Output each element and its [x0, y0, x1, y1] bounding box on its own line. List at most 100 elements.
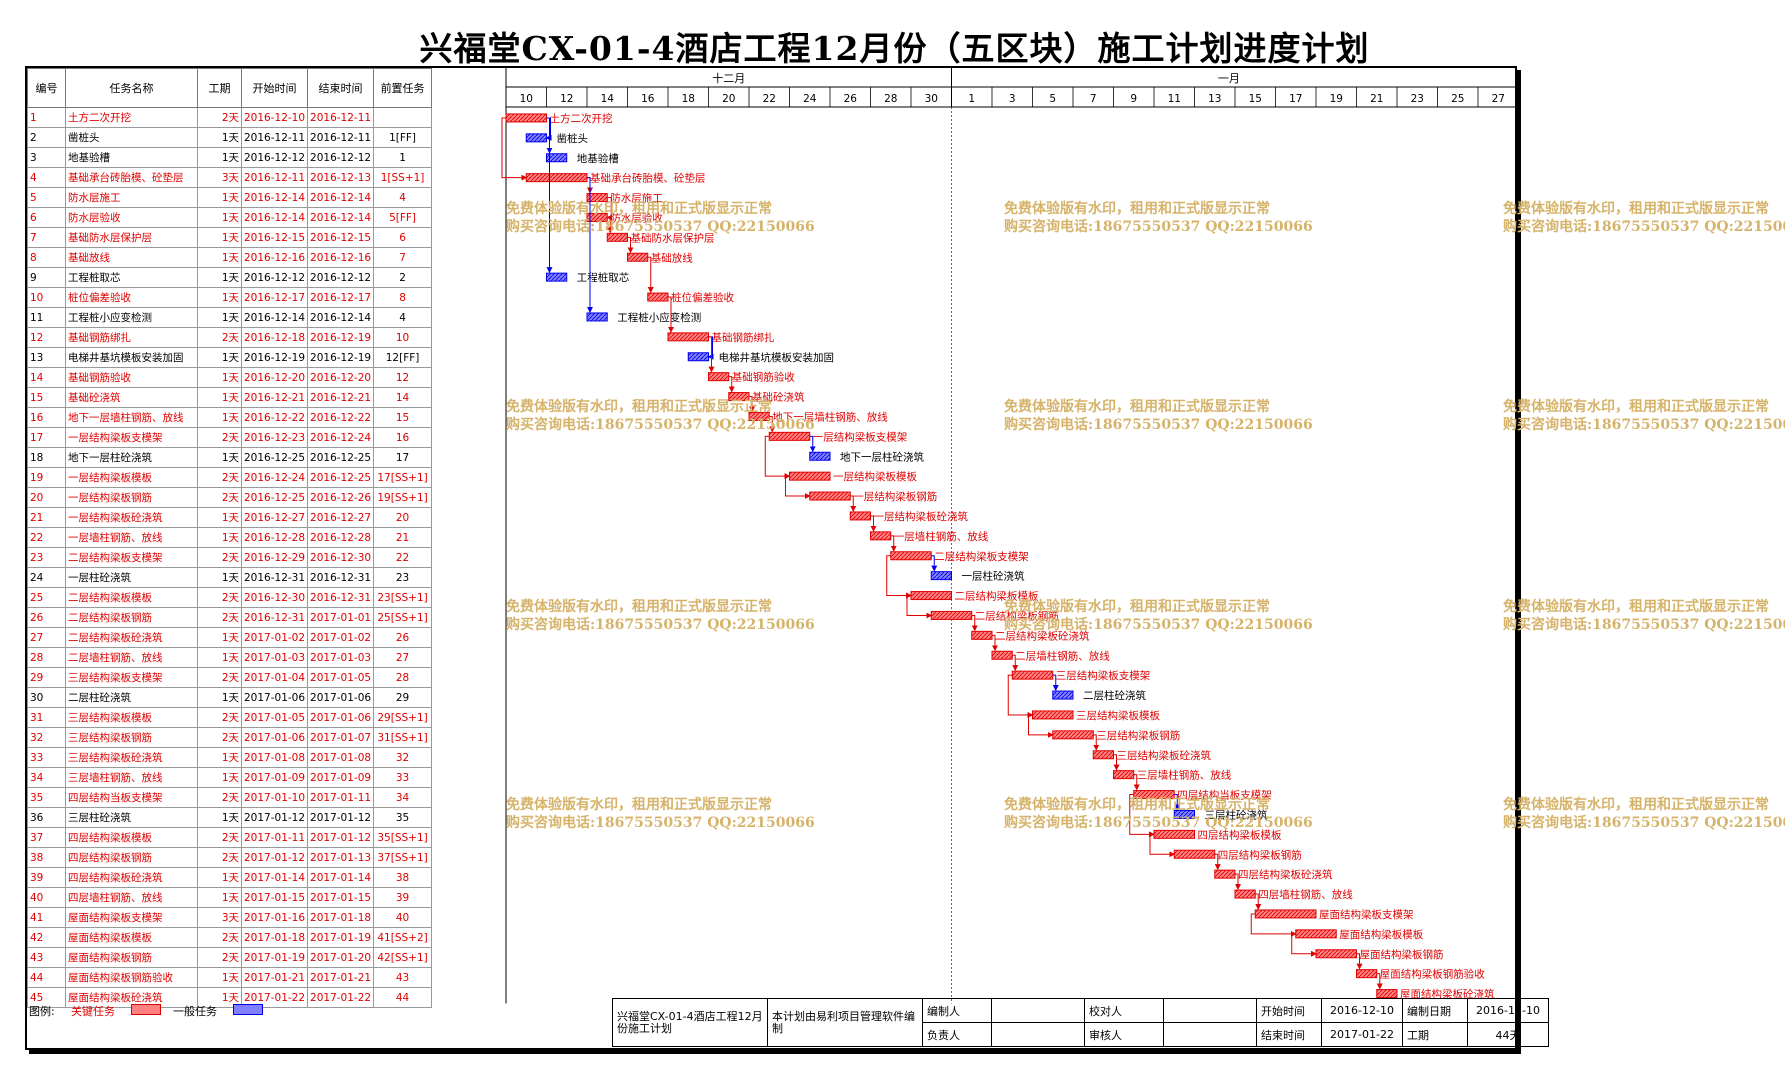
table-row: 38 四层结构梁板钢筋 2天 2017-01-12 2017-01-13 37[SS+1] — [27, 847, 433, 868]
cell-name: 基础防水层保护层 — [65, 227, 198, 248]
gantt-bar-label: 四层结构梁板砼浇筑 — [1238, 868, 1333, 881]
dependency-connector — [749, 396, 755, 413]
gantt-bar-label: 基础钢筋绑扎 — [712, 331, 775, 344]
gantt-bar — [586, 312, 608, 322]
footer-end-label: 结束时间 — [1256, 1022, 1322, 1047]
cell-start: 2016-12-11 — [240, 127, 309, 148]
dependency-connector — [1255, 893, 1262, 910]
gantt-bar-label: 一层结构梁板模板 — [833, 470, 917, 483]
cell-name: 基础承台砖胎模、砼垫层 — [65, 167, 198, 188]
legend-normal-label: 一般任务 — [173, 1005, 217, 1018]
cell-pred: 39 — [373, 887, 433, 908]
cell-end: 2017-01-22 — [307, 987, 375, 1008]
footer-compiler-value — [991, 998, 1085, 1023]
day-tick-label: 17 — [1289, 93, 1302, 105]
dependency-connector — [890, 535, 897, 552]
cell-pred: 44 — [373, 987, 433, 1008]
cell-id: 36 — [27, 807, 66, 828]
cell-start: 2016-12-29 — [240, 547, 309, 568]
cell-duration: 1天 — [197, 987, 242, 1008]
day-tick-label: 9 — [1130, 93, 1137, 105]
cell-pred: 35[SS+1] — [373, 827, 433, 848]
gantt-bar-label: 基础砼浇筑 — [752, 391, 805, 404]
footer-reviewer-value — [1163, 1022, 1257, 1047]
gantt-bar — [525, 173, 588, 183]
day-tick-label: 15 — [1249, 93, 1262, 105]
gantt-bar-label: 一层结构梁板钢筋 — [853, 490, 937, 503]
cell-pred: 40 — [373, 907, 433, 928]
footer-responsible-value — [991, 1022, 1085, 1047]
dependency-connector — [1052, 674, 1059, 692]
day-tick-label: 22 — [763, 93, 776, 105]
cell-end: 2017-01-06 — [307, 687, 375, 708]
dependency-connector — [1376, 973, 1383, 990]
watermark-text: 免费体验版有水印，租用和正式版显示正常 购买咨询电话:18675550537 QQ… — [1503, 598, 1785, 634]
gantt-bar-label: 三层结构梁板钢筋 — [1096, 729, 1180, 742]
gantt-bar — [1356, 969, 1378, 979]
day-tick-label: 24 — [803, 93, 817, 105]
cell-id: 43 — [27, 947, 66, 968]
cell-end: 2016-12-21 — [307, 387, 375, 408]
cell-id: 42 — [27, 927, 66, 948]
gantt-bar-label: 屋面结构梁板支模架 — [1319, 908, 1414, 921]
legend-label: 图例: — [29, 1005, 55, 1018]
table-row: 16 地下一层墙柱钢筋、放线 1天 2016-12-22 2016-12-22 15 — [27, 407, 433, 428]
gantt-bar — [1032, 710, 1074, 720]
gantt-bar — [809, 451, 831, 461]
cell-pred: 29 — [373, 687, 433, 708]
dependency-connector — [647, 256, 654, 294]
gantt-bar-label: 地下一层柱砼浇筑 — [840, 450, 924, 463]
cell-end: 2017-01-07 — [307, 727, 375, 748]
cell-start: 2017-01-05 — [240, 707, 309, 728]
table-row: 18 地下一层柱砼浇筑 1天 2016-12-25 2016-12-25 17 — [27, 447, 433, 468]
cell-pred: 15 — [373, 407, 433, 428]
watermark-line2: 购买咨询电话:18675550537 QQ:22150066 — [506, 417, 815, 433]
gantt-bar-label: 一层柱砼浇筑 — [962, 570, 1025, 583]
gantt-bar-label: 屋面结构梁板模板 — [1339, 928, 1423, 941]
table-row: 42 屋面结构梁板模板 2天 2017-01-18 2017-01-19 41[SS+2] — [27, 927, 433, 948]
day-tick-label: 3 — [1009, 93, 1016, 105]
cell-start: 2016-12-30 — [240, 587, 309, 608]
gantt-bar — [1113, 770, 1135, 780]
header-start: 开始时间 — [240, 68, 309, 108]
cell-start: 2016-12-27 — [240, 507, 309, 528]
dependency-connector — [708, 336, 715, 373]
cell-start: 2016-12-10 — [240, 107, 309, 128]
cell-start: 2017-01-11 — [240, 827, 309, 848]
cell-start: 2017-01-22 — [240, 987, 309, 1008]
footer-responsible-label: 负责人 — [922, 1022, 992, 1047]
day-tick-label: 11 — [1168, 93, 1181, 105]
watermark-line1: 免费体验版有水印，租用和正式版显示正常 — [506, 599, 772, 615]
day-tick-label: 28 — [884, 93, 897, 105]
footer-end-value: 2017-01-22 — [1321, 1022, 1403, 1047]
gantt-bar-label: 凿桩头 — [557, 132, 589, 145]
table-row: 23 二层结构梁板支模架 2天 2016-12-29 2016-12-30 22 — [27, 547, 433, 568]
dependency-connector — [764, 435, 791, 480]
cell-end: 2016-12-12 — [307, 267, 375, 288]
cell-name: 地基验槽 — [65, 147, 198, 168]
gantt-bar-label: 土方二次开挖 — [550, 112, 613, 125]
gantt-bar-label: 防水层施工 — [610, 192, 663, 205]
table-row: 17 一层结构梁板支模架 2天 2016-12-23 2016-12-24 16 — [27, 427, 433, 448]
gantt-bar — [809, 491, 851, 501]
gantt-bar-label: 三层柱砼浇筑 — [1205, 808, 1268, 821]
dependency-connector — [1093, 734, 1100, 751]
cell-name: 屋面结构梁板支模架 — [65, 907, 198, 928]
gantt-bar — [1052, 690, 1074, 700]
gantt-bar-label: 四层结构当板支模架 — [1177, 789, 1272, 802]
table-row: 4 基础承台砖胎模、砼垫层 3天 2016-12-11 2016-12-13 1[SS+1… — [27, 167, 433, 188]
gantt-bar — [849, 511, 871, 521]
cell-name: 二层结构梁板模板 — [65, 587, 198, 608]
cell-start: 2016-12-28 — [240, 527, 309, 548]
day-tick-label: 7 — [1090, 93, 1097, 105]
month-label-jan: 一月 — [1218, 72, 1240, 85]
cell-end: 2016-12-26 — [307, 487, 375, 508]
footer-software-note: 本计划由易利项目管理软件编制 — [767, 998, 923, 1047]
cell-end: 2016-12-25 — [307, 467, 375, 488]
cell-start: 2016-12-21 — [240, 387, 309, 408]
cell-end: 2017-01-14 — [307, 867, 375, 888]
cell-duration: 2天 — [197, 927, 242, 948]
day-tick-label: 27 — [1492, 93, 1505, 105]
gantt-bar — [930, 571, 952, 581]
cell-end: 2017-01-11 — [307, 787, 375, 808]
